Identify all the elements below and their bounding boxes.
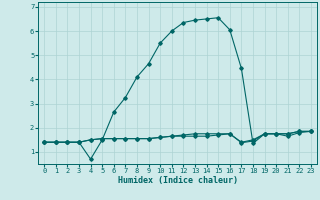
X-axis label: Humidex (Indice chaleur): Humidex (Indice chaleur) — [118, 176, 238, 185]
